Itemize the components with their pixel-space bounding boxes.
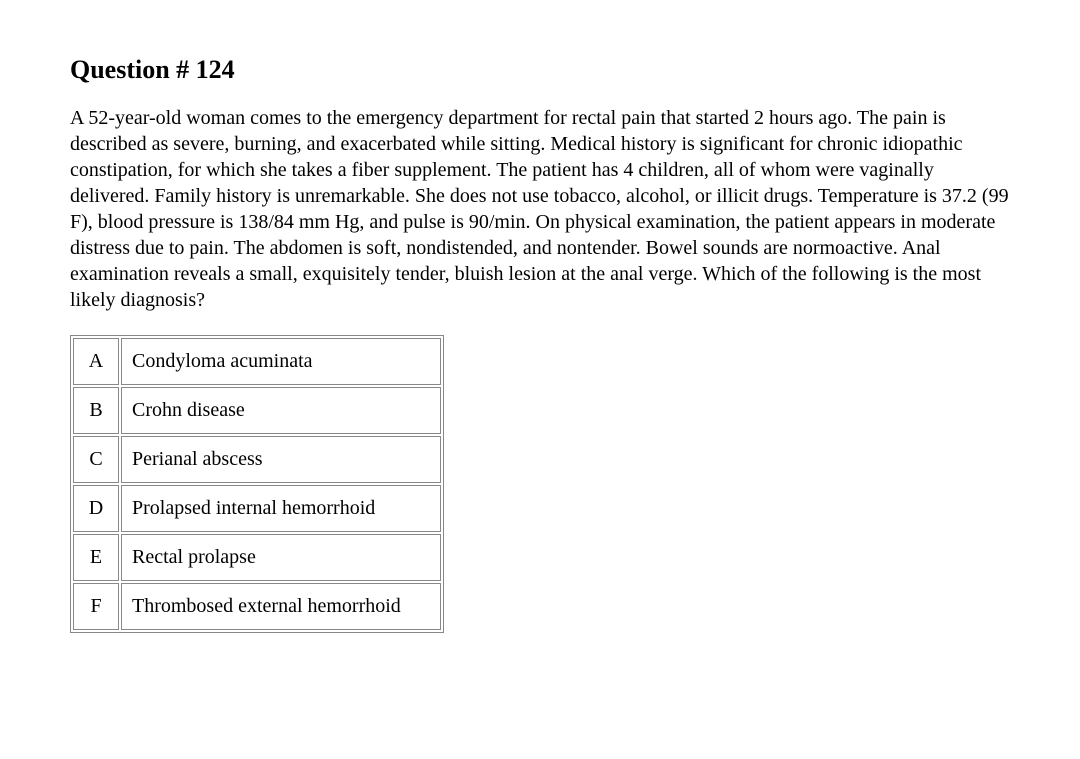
option-text: Condyloma acuminata: [121, 338, 441, 385]
option-letter: D: [73, 485, 119, 532]
option-text: Thrombosed external hemorrhoid: [121, 583, 441, 630]
option-row[interactable]: F Thrombosed external hemorrhoid: [73, 583, 441, 630]
option-row[interactable]: C Perianal abscess: [73, 436, 441, 483]
options-table: A Condyloma acuminata B Crohn disease C …: [70, 335, 444, 633]
option-letter: A: [73, 338, 119, 385]
option-row[interactable]: E Rectal prolapse: [73, 534, 441, 581]
option-text: Crohn disease: [121, 387, 441, 434]
option-text: Prolapsed internal hemorrhoid: [121, 485, 441, 532]
option-row[interactable]: B Crohn disease: [73, 387, 441, 434]
option-text: Rectal prolapse: [121, 534, 441, 581]
option-letter: F: [73, 583, 119, 630]
option-row[interactable]: D Prolapsed internal hemorrhoid: [73, 485, 441, 532]
option-letter: E: [73, 534, 119, 581]
question-body: A 52-year-old woman comes to the emergen…: [70, 105, 1010, 313]
option-letter: C: [73, 436, 119, 483]
option-text: Perianal abscess: [121, 436, 441, 483]
option-letter: B: [73, 387, 119, 434]
option-row[interactable]: A Condyloma acuminata: [73, 338, 441, 385]
question-title: Question # 124: [70, 55, 1010, 85]
